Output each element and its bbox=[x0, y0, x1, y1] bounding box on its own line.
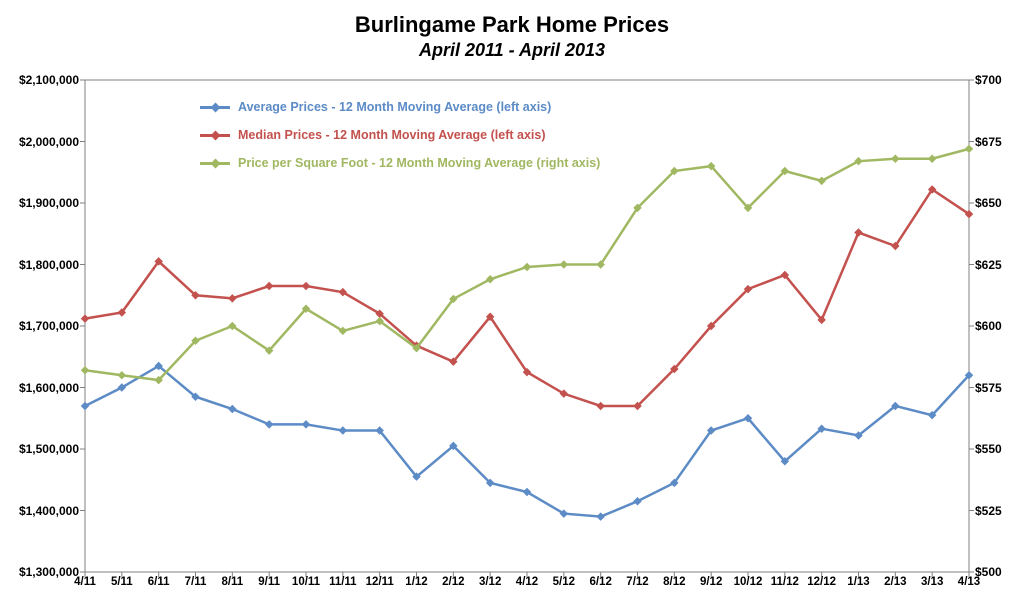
series-marker bbox=[633, 497, 641, 505]
x-tick-label: 9/11 bbox=[258, 572, 280, 588]
x-tick-label: 11/11 bbox=[329, 572, 357, 588]
y-right-tick-label: $550 bbox=[969, 442, 1002, 456]
legend-swatch bbox=[200, 134, 230, 137]
legend-label: Price per Square Foot - 12 Month Moving … bbox=[238, 156, 600, 170]
x-tick-label: 5/12 bbox=[553, 572, 575, 588]
x-tick-label: 2/12 bbox=[442, 572, 464, 588]
y-left-tick-label: $1,800,000 bbox=[19, 258, 85, 272]
series-marker bbox=[891, 154, 899, 162]
y-right-tick-label: $525 bbox=[969, 504, 1002, 518]
x-tick-label: 10/12 bbox=[734, 572, 763, 588]
legend-swatch bbox=[200, 162, 230, 165]
x-tick-label: 6/12 bbox=[589, 572, 611, 588]
chart-container: Burlingame Park Home Prices April 2011 -… bbox=[0, 0, 1024, 602]
x-tick-label: 9/12 bbox=[700, 572, 722, 588]
series-marker bbox=[523, 263, 531, 271]
series-marker bbox=[228, 405, 236, 413]
x-tick-label: 6/11 bbox=[148, 572, 170, 588]
y-right-tick-label: $600 bbox=[969, 319, 1002, 333]
series-marker bbox=[596, 402, 604, 410]
y-right-tick-label: $675 bbox=[969, 135, 1002, 149]
series-marker bbox=[854, 228, 862, 236]
series-marker bbox=[302, 282, 310, 290]
series-marker bbox=[118, 371, 126, 379]
x-tick-label: 8/12 bbox=[663, 572, 685, 588]
series-marker bbox=[265, 420, 273, 428]
x-tick-label: 12/12 bbox=[807, 572, 836, 588]
y-left-tick-label: $1,500,000 bbox=[19, 442, 85, 456]
x-tick-label: 7/12 bbox=[626, 572, 648, 588]
series-marker bbox=[81, 366, 89, 374]
x-tick-label: 12/11 bbox=[366, 572, 394, 588]
y-left-tick-label: $2,000,000 bbox=[19, 135, 85, 149]
legend-item: Average Prices - 12 Month Moving Average… bbox=[200, 100, 600, 114]
x-tick-label: 3/13 bbox=[921, 572, 943, 588]
legend: Average Prices - 12 Month Moving Average… bbox=[200, 100, 600, 184]
y-right-tick-label: $650 bbox=[969, 196, 1002, 210]
y-left-tick-label: $1,700,000 bbox=[19, 319, 85, 333]
x-tick-label: 7/11 bbox=[185, 572, 207, 588]
legend-label: Average Prices - 12 Month Moving Average… bbox=[238, 100, 551, 114]
x-tick-label: 11/12 bbox=[771, 572, 799, 588]
legend-label: Median Prices - 12 Month Moving Average … bbox=[238, 128, 545, 142]
x-tick-label: 5/11 bbox=[111, 572, 133, 588]
series-marker bbox=[596, 512, 604, 520]
x-tick-label: 8/11 bbox=[221, 572, 243, 588]
x-tick-label: 2/13 bbox=[884, 572, 906, 588]
series-marker bbox=[302, 420, 310, 428]
legend-item: Price per Square Foot - 12 Month Moving … bbox=[200, 156, 600, 170]
y-right-tick-label: $575 bbox=[969, 381, 1002, 395]
x-tick-label: 1/13 bbox=[847, 572, 869, 588]
series-marker bbox=[265, 282, 273, 290]
chart-title: Burlingame Park Home Prices bbox=[0, 12, 1024, 38]
x-tick-label: 1/12 bbox=[405, 572, 427, 588]
y-right-tick-label: $625 bbox=[969, 258, 1002, 272]
y-left-tick-label: $1,600,000 bbox=[19, 381, 85, 395]
x-tick-label: 3/12 bbox=[479, 572, 501, 588]
series-marker bbox=[228, 294, 236, 302]
x-tick-label: 4/11 bbox=[74, 572, 96, 588]
series-marker bbox=[339, 426, 347, 434]
series-marker bbox=[560, 260, 568, 268]
chart-subtitle: April 2011 - April 2013 bbox=[0, 40, 1024, 61]
x-tick-label: 4/12 bbox=[516, 572, 538, 588]
y-left-tick-label: $1,900,000 bbox=[19, 196, 85, 210]
x-tick-label: 4/13 bbox=[958, 572, 980, 588]
y-right-tick-label: $700 bbox=[969, 73, 1002, 87]
legend-swatch bbox=[200, 106, 230, 109]
series-marker bbox=[928, 154, 936, 162]
x-tick-label: 10/11 bbox=[292, 572, 320, 588]
y-left-tick-label: $2,100,000 bbox=[19, 73, 85, 87]
y-left-tick-label: $1,400,000 bbox=[19, 504, 85, 518]
legend-item: Median Prices - 12 Month Moving Average … bbox=[200, 128, 600, 142]
series-marker bbox=[81, 402, 89, 410]
